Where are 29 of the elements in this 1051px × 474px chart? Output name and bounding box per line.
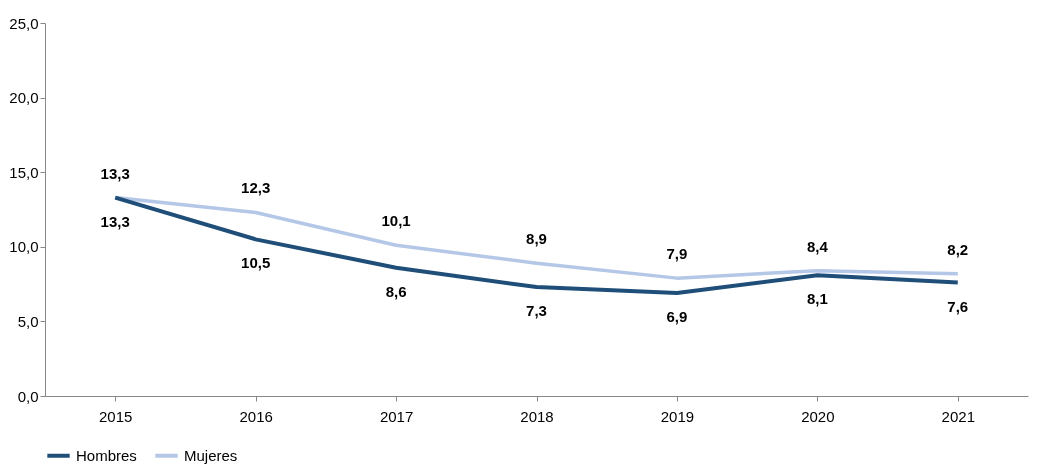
- data-label: 10,1: [381, 212, 411, 230]
- x-tick-label: 2016: [239, 407, 273, 425]
- data-label: 7,9: [666, 245, 688, 263]
- x-tick-label: 2019: [660, 407, 695, 425]
- x-tick-label: 2021: [941, 407, 975, 425]
- data-label: 8,4: [806, 237, 829, 255]
- y-tick-label: 25,0: [9, 14, 39, 32]
- legend-label: Mujeres: [184, 446, 238, 464]
- data-label: 8,6: [385, 282, 407, 300]
- data-label: 6,9: [666, 308, 688, 326]
- data-label: 7,3: [526, 302, 547, 320]
- data-label: 7,6: [947, 297, 969, 315]
- y-tick-label: 20,0: [9, 89, 39, 107]
- data-label: 12,3: [241, 179, 271, 197]
- data-label: 8,1: [806, 290, 828, 308]
- legend-label: Hombres: [76, 446, 137, 464]
- x-tick-label: 2018: [520, 407, 554, 425]
- y-tick-label: 15,0: [9, 163, 39, 181]
- data-label: 13,3: [100, 164, 130, 182]
- data-label: 8,9: [526, 230, 547, 248]
- x-tick-label: 2015: [99, 407, 133, 425]
- x-tick-label: 2017: [379, 407, 414, 425]
- y-tick-label: 0,0: [17, 387, 39, 405]
- y-tick-label: 10,0: [9, 238, 39, 256]
- data-label: 13,3: [100, 212, 130, 230]
- data-label: 8,2: [947, 240, 969, 258]
- data-label: 10,5: [241, 254, 271, 272]
- x-tick-label: 2020: [801, 407, 835, 425]
- y-tick-label: 5,0: [17, 312, 39, 330]
